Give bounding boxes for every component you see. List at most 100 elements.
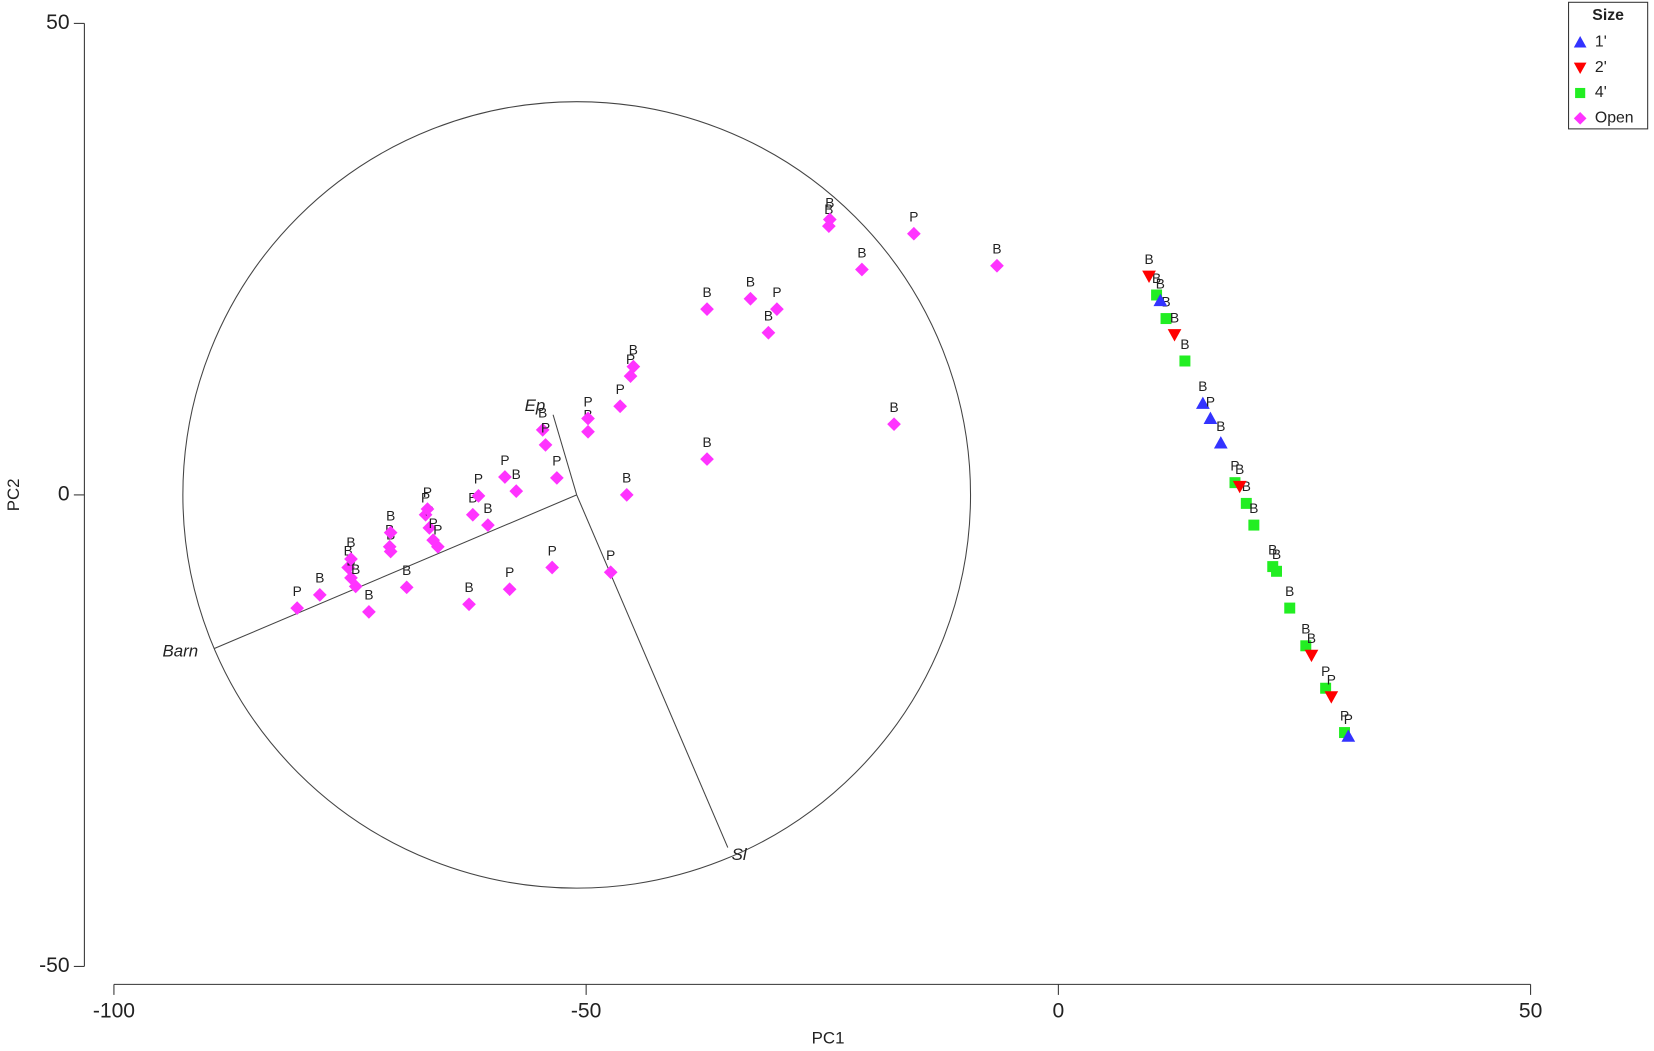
point [1232, 480, 1247, 494]
vector-label: Ep [525, 396, 546, 415]
point-label: B [512, 467, 521, 482]
point [399, 580, 414, 595]
legend-marker [1573, 62, 1587, 75]
point-label: P [474, 472, 483, 487]
point [1153, 293, 1168, 307]
point [700, 302, 714, 316]
point-label: P [552, 454, 561, 469]
point [462, 597, 476, 612]
y-axis-title: PC2 [4, 479, 23, 512]
point-label: P [505, 565, 514, 580]
vector-label: Sl [732, 845, 748, 864]
point [990, 258, 1004, 273]
x-tick-label: -100 [93, 999, 135, 1022]
point-label: B [1272, 547, 1281, 562]
point [1213, 436, 1228, 449]
point-label: B [1170, 310, 1179, 325]
point-label: B [1152, 271, 1161, 286]
vector-label: Barn [163, 641, 199, 660]
point-label: P [606, 548, 615, 563]
point-label: B [483, 501, 492, 516]
point [700, 452, 714, 466]
x-tick-label: 50 [1519, 999, 1542, 1022]
point [471, 488, 486, 503]
point [581, 424, 595, 439]
point-label: B [346, 535, 355, 550]
point-label: B [702, 285, 711, 300]
point-label: P [429, 516, 438, 531]
point-label: P [421, 491, 430, 506]
point-label: B [386, 508, 395, 523]
x-axis-title: PC1 [812, 1029, 845, 1048]
biplot-vector [213, 494, 577, 650]
point-label: P [1230, 458, 1239, 473]
point [1341, 729, 1356, 742]
point [383, 525, 398, 540]
point-label: B [1307, 631, 1316, 646]
point [1271, 565, 1283, 577]
point [1300, 640, 1312, 652]
point [290, 601, 305, 615]
correlation-circle [182, 101, 972, 889]
y-tick-label: -50 [39, 954, 69, 977]
point-label: B [992, 242, 1001, 257]
point-label: P [1321, 664, 1330, 679]
point [619, 488, 634, 502]
point-label: B [402, 563, 411, 578]
point [1179, 355, 1191, 367]
point [312, 588, 327, 602]
point [907, 226, 921, 241]
point [498, 470, 512, 484]
point-label: P [293, 584, 302, 599]
point [1196, 396, 1210, 409]
point-label: B [351, 562, 360, 577]
point-label: B [315, 571, 324, 586]
point-label: B [344, 543, 353, 558]
x-tick-label: 0 [1052, 999, 1064, 1022]
point [362, 604, 376, 619]
point [603, 565, 618, 580]
point-label: P [772, 285, 781, 300]
point-label: P [616, 382, 625, 397]
point-label: P [541, 421, 550, 436]
legend-marker [1573, 36, 1587, 48]
point [1324, 691, 1339, 704]
point [855, 262, 869, 277]
point-label: B [889, 400, 898, 415]
point [422, 521, 437, 535]
point-label: P [626, 352, 635, 367]
x-tick-label: -50 [571, 999, 601, 1022]
point [348, 579, 363, 594]
point [1203, 411, 1218, 425]
point [1248, 519, 1260, 531]
point-label: B [1235, 462, 1244, 477]
point-label: B [857, 245, 866, 260]
point-label: B [1242, 479, 1251, 494]
point [613, 399, 627, 414]
point-label: P [500, 453, 509, 468]
point-label: P [548, 543, 557, 558]
point-label: B [1180, 337, 1189, 352]
legend-marker [1575, 87, 1586, 99]
point-label: P [1327, 673, 1336, 688]
point [743, 291, 758, 306]
point [545, 560, 559, 575]
point [538, 438, 553, 452]
point-label: P [1340, 708, 1349, 723]
point [509, 484, 524, 498]
point-label: P [433, 523, 442, 538]
point [481, 518, 495, 532]
legend-label: 2' [1595, 59, 1607, 76]
point [761, 325, 776, 340]
biplot-vector [576, 494, 729, 848]
y-tick-label: 50 [46, 11, 69, 34]
point-label: B [468, 491, 477, 506]
point-label: P [1206, 394, 1215, 409]
point-label: B [629, 342, 638, 357]
point-label: P [423, 485, 432, 500]
point [502, 582, 517, 597]
point [887, 417, 901, 432]
legend-title: Size [1592, 7, 1624, 24]
point-label: B [824, 202, 833, 217]
point-label: B [538, 406, 547, 421]
